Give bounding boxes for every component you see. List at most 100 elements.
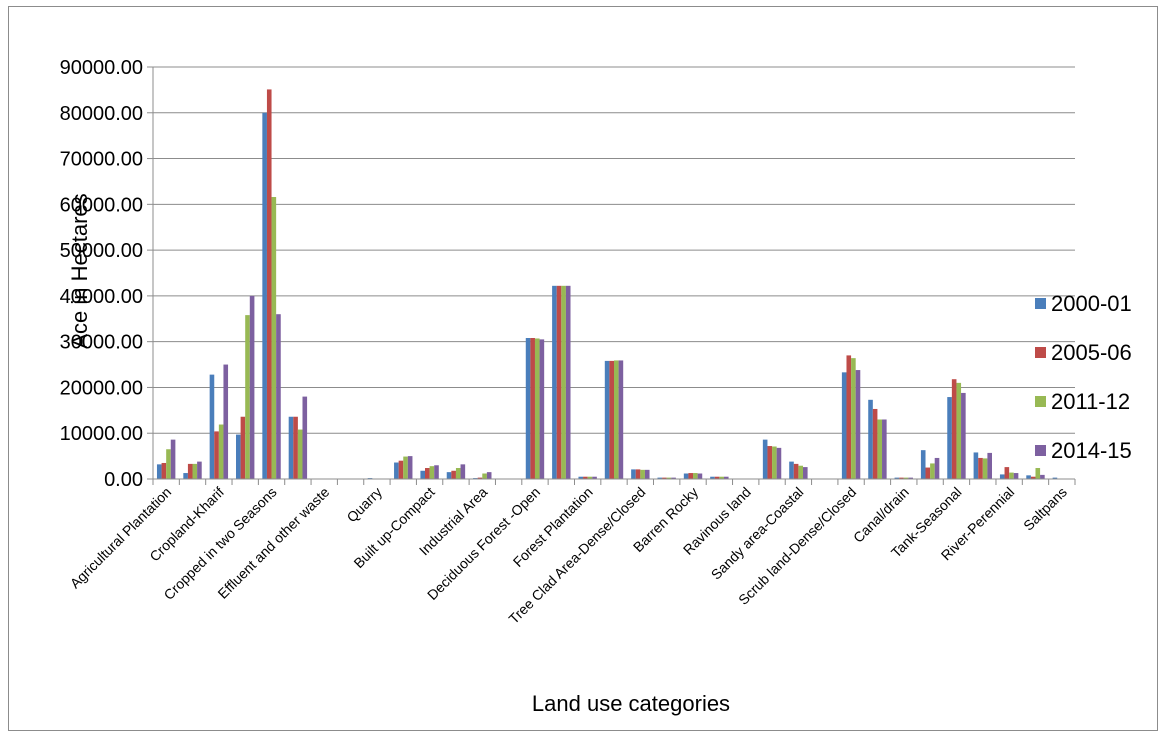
bar [982, 458, 988, 479]
bar [666, 477, 672, 479]
bar [578, 476, 584, 479]
x-tick-label: Quarry [343, 484, 385, 526]
bar [776, 447, 782, 479]
bar [482, 473, 487, 479]
bar [930, 463, 935, 479]
y-tick-label: 10000.00 [60, 423, 143, 445]
bar [266, 89, 272, 479]
bar [920, 450, 926, 479]
bar [249, 295, 255, 479]
bar [451, 470, 456, 479]
y-axis-title: Ace in Hectares [67, 193, 92, 348]
bar [841, 372, 847, 479]
bar [477, 477, 483, 479]
bar [618, 360, 624, 479]
bar [460, 464, 466, 479]
bar [240, 416, 246, 479]
x-axis-ticks: Agricultural PlantationCropland-KharifCr… [67, 484, 1070, 627]
bar [539, 339, 545, 479]
bar [697, 473, 703, 479]
bar [262, 112, 267, 480]
bar [793, 463, 799, 479]
legend-label: 2000-01 [1051, 291, 1132, 316]
bar [640, 469, 645, 479]
bar [882, 419, 887, 479]
bar [187, 463, 193, 479]
bar [635, 469, 641, 479]
bar [999, 474, 1005, 479]
y-axis-ticks: 0.00 10000.00 20000.00 30000.00 40000.00 5000… [60, 57, 153, 491]
bar [556, 285, 562, 479]
y-tick-label: 90000.00 [60, 57, 143, 79]
legend: 2000-01 2005-06 2011-12 2014-15 [1035, 291, 1132, 463]
bar [710, 476, 715, 479]
bar [951, 379, 957, 479]
y-tick-label: 50000.00 [60, 240, 143, 262]
bar [631, 469, 636, 479]
bar [192, 463, 198, 479]
bar [565, 285, 571, 479]
bar [714, 476, 720, 479]
bar [583, 476, 588, 479]
bar [425, 468, 430, 479]
bar [723, 476, 729, 479]
bar [271, 197, 277, 479]
bar [1040, 474, 1045, 479]
x-tick-label: Saltpans [1020, 484, 1070, 534]
bar [767, 446, 773, 479]
bar [947, 397, 952, 479]
bar [592, 476, 597, 479]
bar [245, 315, 250, 479]
y-tick-label: 40000.00 [60, 286, 143, 308]
bar [434, 465, 439, 479]
bar [1026, 475, 1031, 479]
bar [156, 464, 162, 479]
bar [762, 439, 768, 479]
bar [1013, 473, 1019, 479]
bar [978, 457, 983, 479]
bar [394, 462, 399, 479]
bar [561, 285, 566, 479]
bar [657, 477, 663, 479]
bar [644, 469, 650, 479]
bar [525, 338, 531, 479]
bar [956, 382, 962, 479]
bar [1030, 476, 1036, 479]
bar [223, 364, 229, 479]
bar [693, 473, 698, 479]
legend-swatch [1035, 445, 1046, 456]
x-axis-title: Land use categories [532, 691, 730, 716]
bar [398, 460, 404, 479]
bar [908, 477, 913, 479]
bar [662, 477, 667, 479]
chart-frame [8, 6, 1158, 731]
bar [288, 416, 294, 479]
y-tick-label: 20000.00 [60, 377, 143, 399]
bar [855, 370, 861, 479]
bar [486, 472, 492, 479]
bar [297, 429, 303, 479]
bar [798, 465, 803, 479]
bar [293, 416, 298, 479]
bar [170, 439, 176, 479]
bar [934, 457, 940, 479]
bar [587, 476, 593, 479]
bar [420, 470, 425, 479]
bar [614, 360, 619, 479]
y-tick-label: 0.00 [104, 469, 143, 491]
y-tick-label: 70000.00 [60, 149, 143, 171]
bar [1004, 467, 1010, 479]
legend-label: 2005-06 [1051, 340, 1132, 365]
bar [868, 399, 873, 479]
bar [407, 456, 413, 479]
bars [156, 89, 1058, 480]
bar [276, 314, 281, 479]
bar [903, 477, 909, 479]
bar [214, 431, 219, 479]
bar [683, 473, 689, 479]
bar [961, 392, 966, 479]
bar [925, 467, 931, 479]
bar [530, 338, 535, 479]
bar [719, 476, 724, 479]
